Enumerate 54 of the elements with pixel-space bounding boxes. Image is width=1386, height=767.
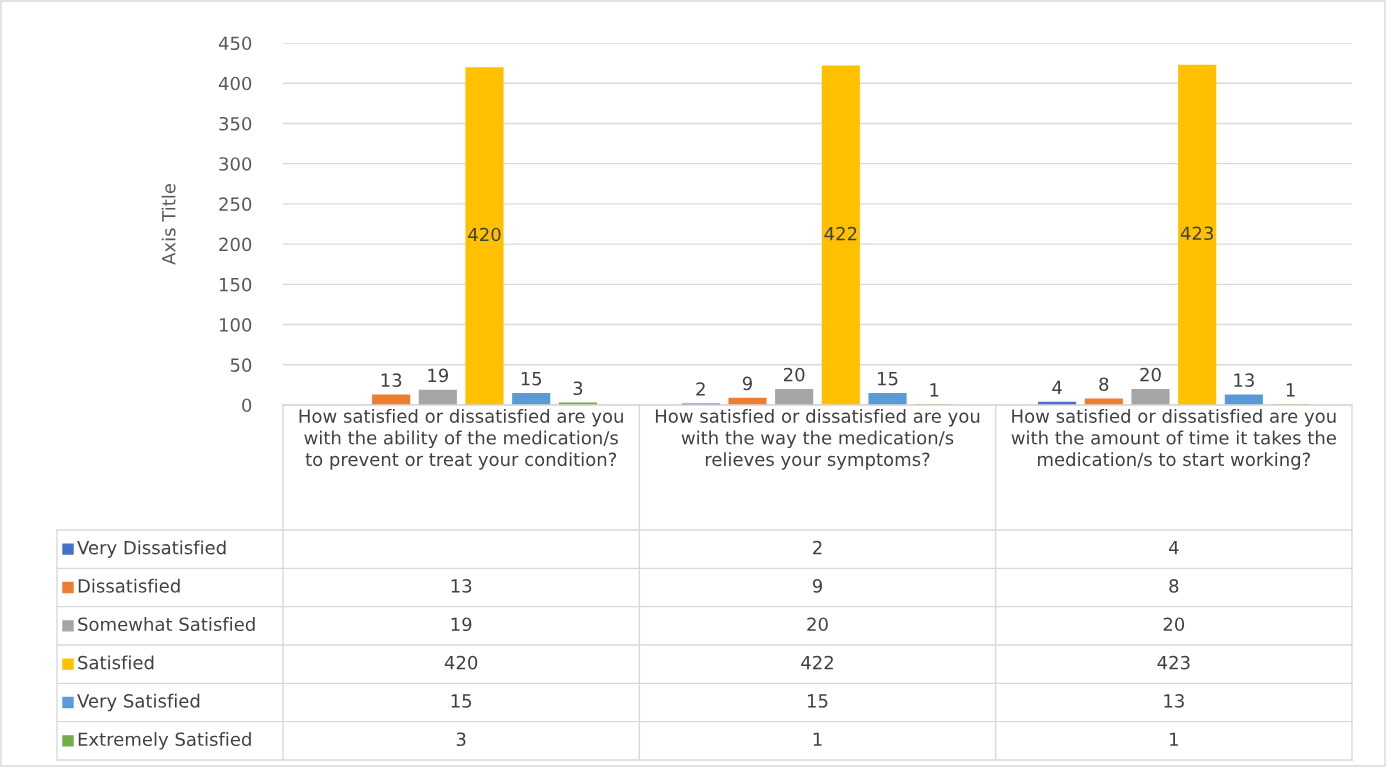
y-tick-label: 350	[219, 116, 252, 131]
data-label: 420	[444, 655, 478, 670]
legend-label: Extremely Satisfied	[78, 732, 251, 750]
annotation: 15	[878, 371, 898, 386]
annotation: 4	[1052, 380, 1062, 395]
y-tick-label: 450	[218, 36, 252, 51]
data-label: 19	[451, 617, 472, 632]
x-tick-label: How satisfied or dissatisfied are you with the amount of time it takes the medication/s to start working?	[1011, 409, 1336, 470]
data-label: 20	[807, 617, 828, 632]
y-tick-label: 200	[219, 237, 252, 252]
data-label: 8	[1169, 579, 1179, 593]
y-tick-label: 400	[218, 76, 252, 91]
annotation: 15	[521, 371, 542, 386]
annotation: 3	[573, 381, 583, 396]
annotation: 13	[381, 373, 402, 388]
annotation: 8	[1099, 377, 1109, 392]
data-label: 1	[1170, 732, 1178, 746]
y-tick-label: 150	[219, 277, 252, 292]
data-label: 15	[808, 694, 828, 708]
legend-label: Dissatisfied	[78, 578, 180, 593]
legend-label: Very Satisfied	[77, 693, 200, 712]
annotation: 423	[1180, 226, 1213, 241]
y-tick-label: 300	[219, 157, 252, 171]
annotation: 422	[824, 226, 857, 241]
y-tick-label: 0	[242, 398, 252, 413]
data-label: 9	[812, 579, 822, 593]
data-label: 13	[451, 579, 472, 593]
data-label: 3	[456, 732, 466, 747]
y-tick-label: 100	[219, 318, 252, 332]
data-label: 423	[1157, 655, 1190, 670]
annotation: 1	[930, 383, 939, 397]
data-label: 1	[813, 732, 822, 746]
data-label: 20	[1163, 617, 1185, 632]
data-label: 2	[813, 540, 822, 555]
data-label: 4	[1168, 540, 1179, 555]
y-tick-label: 50	[230, 358, 252, 372]
y-axis-title: Axis Title	[161, 184, 176, 265]
x-tick-label: How satisfied or dissatisfied are you with the way the medication/s relieves your symptoms?	[655, 409, 980, 470]
annotation: 13	[1234, 373, 1254, 388]
annotation: 420	[468, 227, 501, 242]
legend-label: Somewhat Satisfied	[78, 617, 255, 632]
annotation: 20	[784, 367, 805, 382]
annotation: 9	[742, 376, 752, 391]
y-tick-label: 250	[219, 197, 252, 212]
annotation: 2	[696, 382, 705, 396]
annotation: 19	[428, 368, 449, 383]
x-tick-label: How satisfied or dissatisfied are you with the ability of the medication/s to prevent or treat your condition?	[299, 409, 623, 470]
legend-label: Very Dissatisfied	[77, 540, 226, 558]
data-label: 422	[801, 655, 833, 670]
legend-label: Satisfied	[78, 655, 154, 670]
annotation: 1	[1286, 383, 1295, 397]
annotation: 20	[1140, 367, 1161, 382]
data-label: 13	[1164, 694, 1184, 708]
data-label: 15	[451, 694, 472, 708]
